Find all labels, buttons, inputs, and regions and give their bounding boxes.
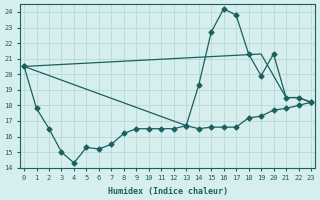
X-axis label: Humidex (Indice chaleur): Humidex (Indice chaleur) — [108, 187, 228, 196]
